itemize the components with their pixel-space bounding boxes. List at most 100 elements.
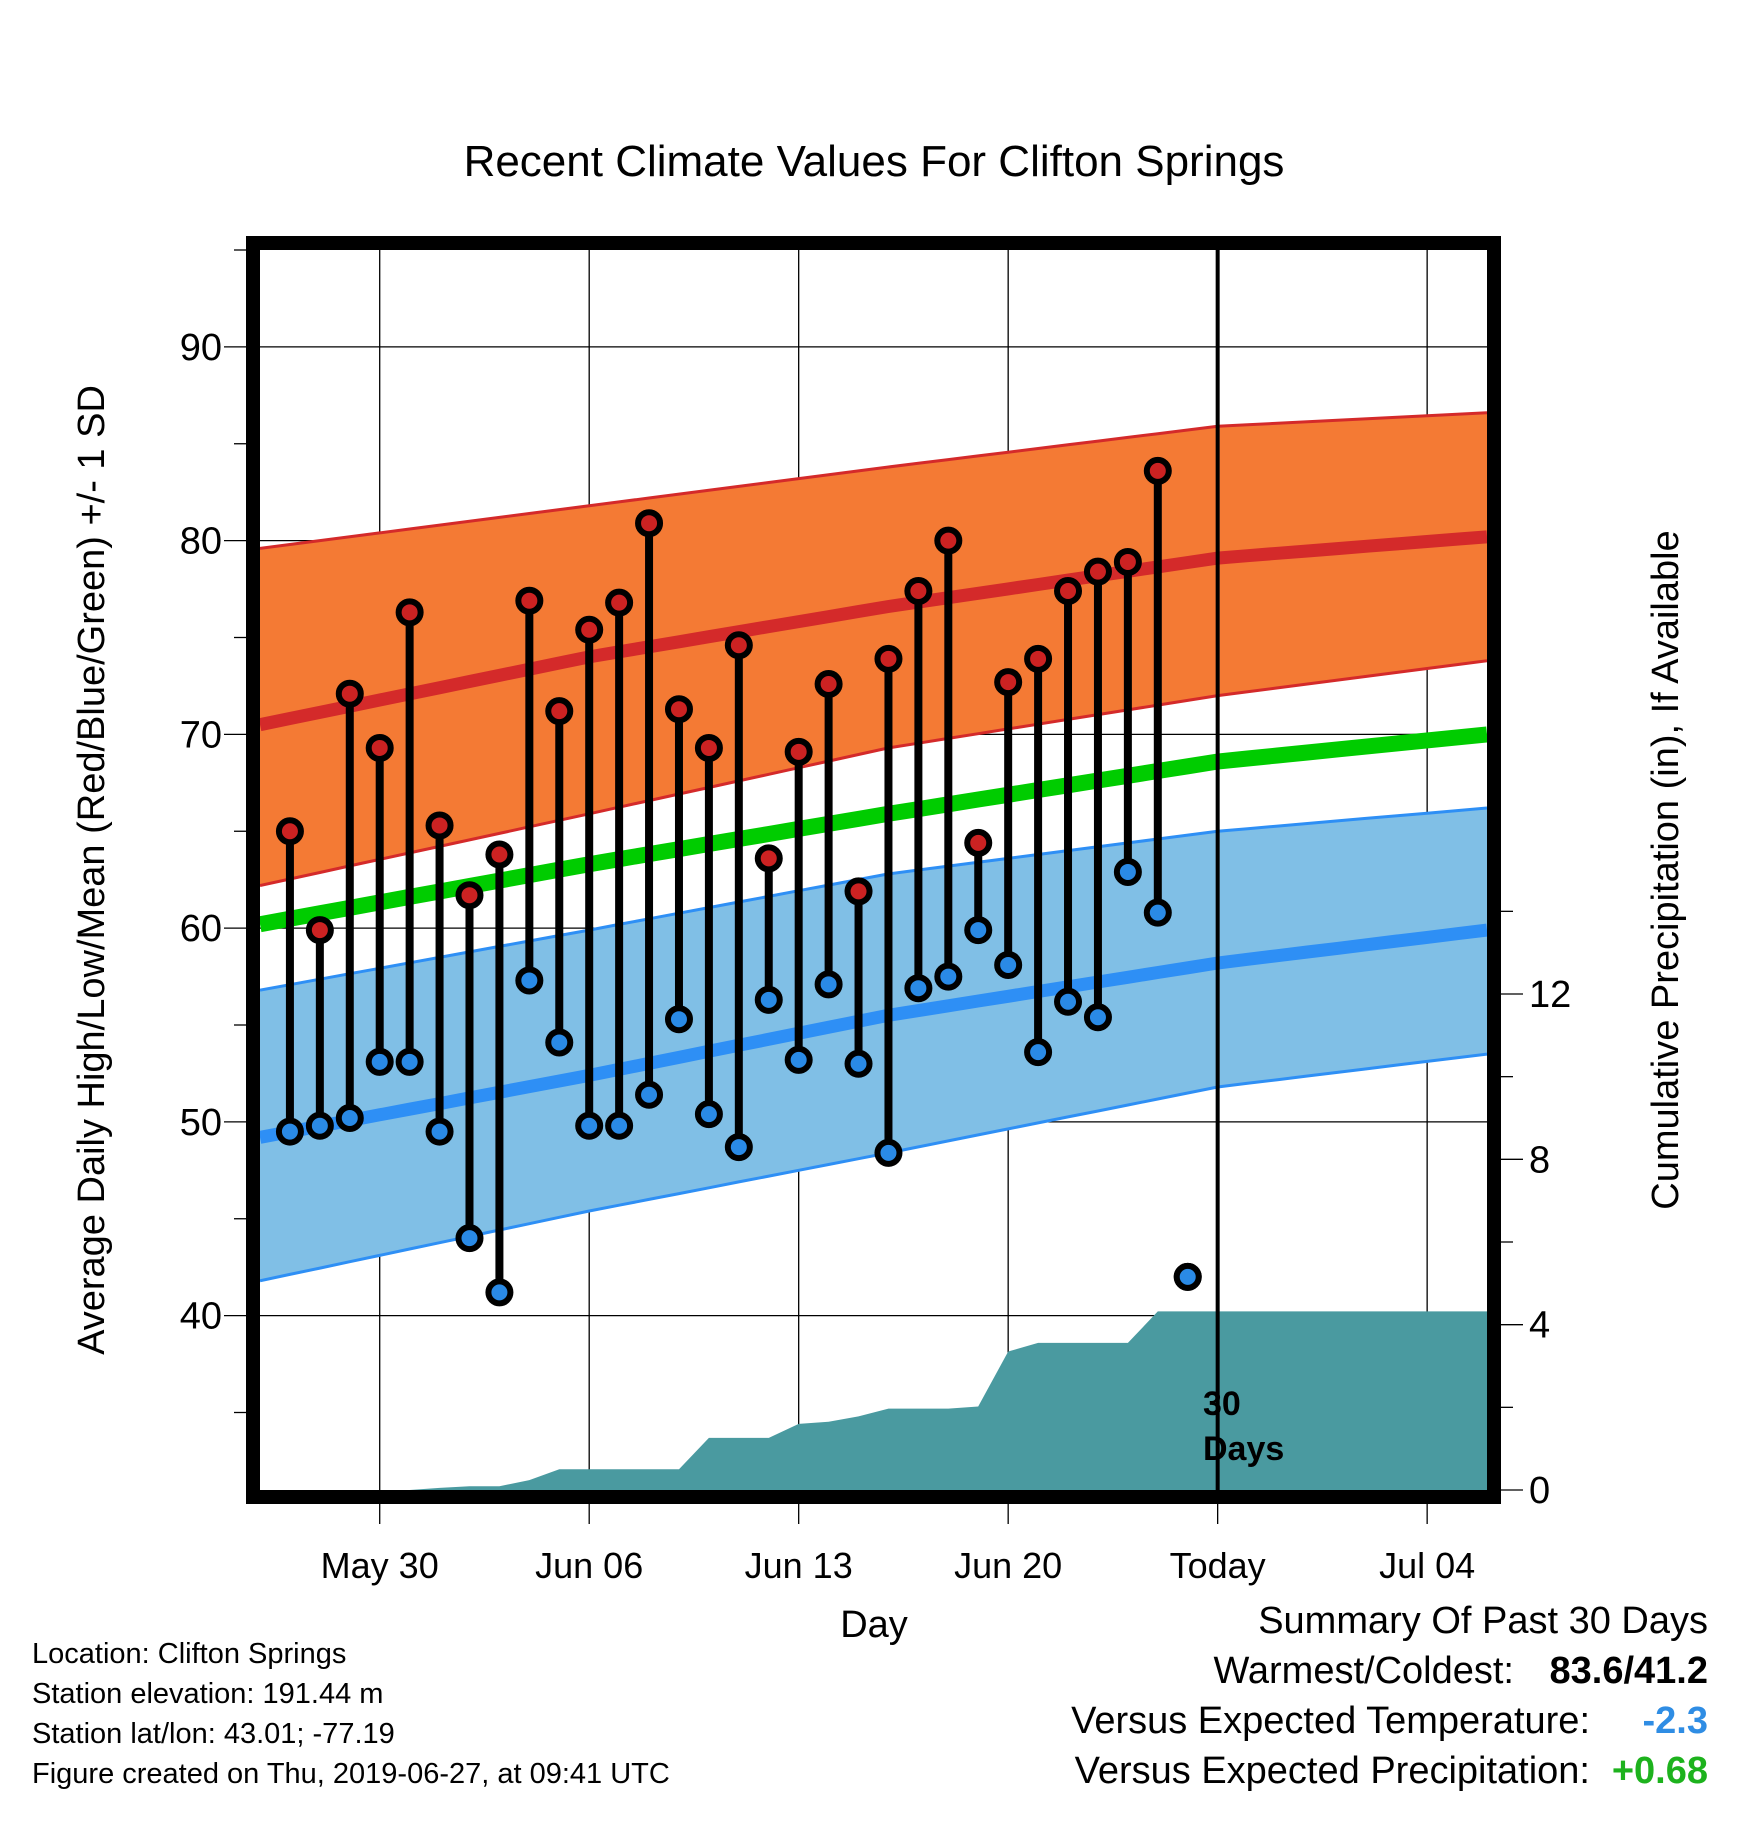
low-temp-point bbox=[305, 1111, 334, 1140]
high-temp-point bbox=[874, 644, 903, 673]
warmest-label: Warmest/Coldest: bbox=[1213, 1650, 1514, 1692]
low-temp-point bbox=[455, 1224, 484, 1253]
observation-day bbox=[724, 631, 753, 1162]
observation-day bbox=[395, 598, 424, 1076]
observation-day bbox=[1024, 644, 1053, 1067]
low-temp-point bbox=[964, 916, 993, 945]
observation-day bbox=[814, 670, 843, 999]
low-temp-point bbox=[485, 1278, 514, 1307]
high-temp-point bbox=[1143, 456, 1172, 485]
y-right-tick-label: 4 bbox=[1529, 1305, 1550, 1347]
observation-day bbox=[455, 881, 484, 1253]
high-temp-point bbox=[515, 586, 544, 615]
low-temp-point bbox=[635, 1080, 664, 1109]
observation-day bbox=[635, 509, 664, 1109]
observation-day bbox=[575, 615, 604, 1140]
low-temp-point bbox=[335, 1104, 364, 1132]
x-tick-label: Jun 20 bbox=[954, 1545, 1062, 1586]
low-temp-point bbox=[605, 1111, 634, 1140]
high-temp-point bbox=[455, 881, 484, 910]
summary-panel: Summary Of Past 30 Days Warmest/Coldest:… bbox=[1071, 1596, 1708, 1796]
low-temp-point bbox=[545, 1028, 574, 1057]
station-info: Location: Clifton Springs Station elevat… bbox=[32, 1634, 670, 1794]
y-left-tick-label: 90 bbox=[180, 327, 222, 369]
y-right-tick-label: 8 bbox=[1529, 1139, 1550, 1181]
high-temp-point bbox=[1024, 644, 1053, 673]
observation-day bbox=[964, 828, 993, 945]
high-temp-point bbox=[664, 695, 693, 724]
high-temp-point bbox=[964, 828, 993, 857]
chart-title: Recent Climate Values For Clifton Spring… bbox=[464, 137, 1285, 186]
high-temp-point bbox=[1113, 547, 1142, 576]
summary-precip-row: Versus Expected Precipitation: +0.68 bbox=[1071, 1746, 1708, 1796]
observation-day bbox=[934, 526, 963, 991]
low-temp-point bbox=[425, 1117, 454, 1146]
low-temp-point bbox=[754, 985, 783, 1014]
observation-day bbox=[784, 737, 813, 1074]
observation-day bbox=[545, 697, 574, 1057]
low-temp-point bbox=[515, 966, 544, 995]
observation-day bbox=[605, 588, 634, 1140]
y-left-tick-label: 60 bbox=[180, 908, 222, 950]
observation-day bbox=[1143, 456, 1172, 927]
low-temp-point bbox=[664, 1005, 693, 1034]
high-lower-edge bbox=[260, 659, 1487, 887]
temp-departure-label: Versus Expected Temperature: bbox=[1071, 1700, 1590, 1742]
x-tick-label: May 30 bbox=[321, 1545, 439, 1586]
location-text: Location: Clifton Springs bbox=[32, 1638, 347, 1670]
observation-day bbox=[994, 668, 1023, 979]
x-tick-label: Jul 04 bbox=[1379, 1545, 1475, 1586]
observation-day bbox=[515, 586, 544, 995]
y-left-tick-label: 80 bbox=[180, 521, 222, 563]
observation-day bbox=[664, 695, 693, 1034]
high-temp-point bbox=[575, 615, 604, 644]
elevation-text: Station elevation: 191.44 m bbox=[32, 1678, 384, 1710]
y-right-tick-label: 0 bbox=[1529, 1470, 1550, 1512]
high-temp-point bbox=[605, 588, 634, 617]
warmest-value: 83.6/41.2 bbox=[1549, 1650, 1708, 1692]
low-temp-point bbox=[395, 1047, 424, 1076]
low-temp-point bbox=[1173, 1262, 1202, 1291]
high-temp-point bbox=[275, 817, 304, 846]
high-temp-point bbox=[485, 840, 514, 869]
y-axis-right-title: Cumulative Precipitation (in), If Availa… bbox=[1645, 530, 1687, 1209]
low-temp-point bbox=[275, 1117, 304, 1146]
observation-day bbox=[305, 916, 334, 1140]
x-tick-label: Today bbox=[1170, 1545, 1266, 1586]
latlon-text: Station lat/lon: 43.01; -77.19 bbox=[32, 1718, 395, 1750]
plot-frame bbox=[246, 236, 1501, 1504]
high-temp-point bbox=[545, 697, 574, 726]
observation-day bbox=[1113, 547, 1142, 886]
observation-day bbox=[1054, 577, 1083, 1016]
high-temp-point bbox=[425, 811, 454, 840]
low-temp-point bbox=[1083, 1003, 1112, 1032]
y-left-tick-label: 70 bbox=[180, 714, 222, 756]
y-left-tick-label: 40 bbox=[180, 1296, 222, 1338]
y-right-tick-label: 12 bbox=[1529, 974, 1571, 1016]
high-temp-point bbox=[335, 679, 364, 708]
observation-day bbox=[904, 577, 933, 1003]
high-temp-point bbox=[1083, 557, 1112, 586]
low-temp-point bbox=[814, 970, 843, 999]
high-temp-point bbox=[724, 631, 753, 660]
observation-day bbox=[754, 844, 783, 1014]
temp-departure-value: -2.3 bbox=[1642, 1700, 1708, 1742]
low-temp-point bbox=[1113, 857, 1142, 886]
today-days-word: Days bbox=[1203, 1430, 1284, 1468]
observation-day bbox=[844, 877, 873, 1078]
low-temp-point bbox=[994, 950, 1023, 979]
low-temp-point bbox=[784, 1045, 813, 1074]
high-mean-line bbox=[260, 530, 1487, 732]
summary-heading: Summary Of Past 30 Days bbox=[1258, 1600, 1708, 1642]
low-temp-point bbox=[365, 1047, 394, 1076]
high-temp-point bbox=[1054, 577, 1083, 605]
high-temp-point bbox=[844, 877, 873, 906]
low-temp-point bbox=[724, 1133, 753, 1162]
low-sd-band bbox=[260, 808, 1487, 1281]
observation-day bbox=[1083, 557, 1112, 1032]
precip-departure-label: Versus Expected Precipitation: bbox=[1074, 1750, 1590, 1792]
low-temp-point bbox=[874, 1138, 903, 1167]
y-axis-left-title: Average Daily High/Low/Mean (Red/Blue/Gr… bbox=[71, 385, 113, 1355]
observation-day bbox=[485, 840, 514, 1307]
x-axis-title: Day bbox=[840, 1604, 908, 1646]
